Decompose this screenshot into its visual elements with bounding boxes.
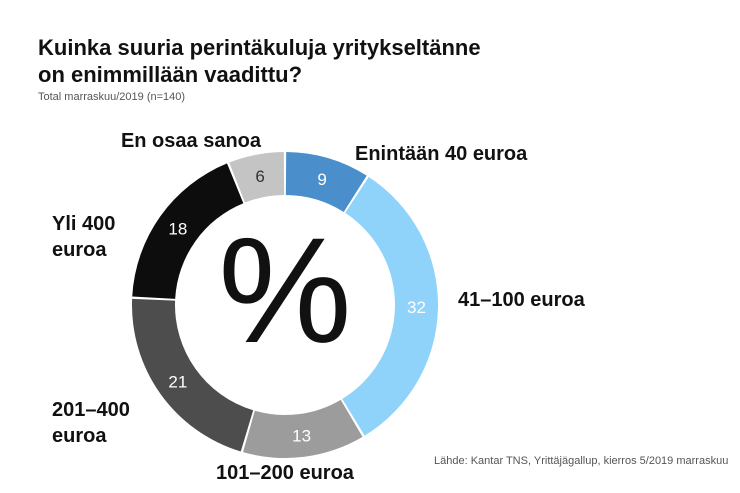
slice-value-4: 21 [168,372,187,391]
slice-value-6: 6 [255,167,264,186]
slice-value-3: 13 [292,426,311,445]
category-label-4: 201–400 euroa [52,399,130,447]
donut-slices [132,152,438,459]
slice-value-5: 18 [168,220,187,239]
category-label-5: Yli 400 euroa [52,213,115,261]
slice-value-2: 32 [407,298,426,317]
chart-title-line-2: on enimmillään vaadittu? [38,62,303,87]
chart-subtitle: Total marraskuu/2019 (n=140) [38,91,186,103]
category-label-1: Enintään 40 euroa [355,143,528,165]
slice-value-1: 9 [317,170,326,189]
donut-slice-6 [229,152,285,203]
category-label-3: 101–200 euroa [216,462,355,484]
category-labels: Enintään 40 euroa 41–100 euroa 101–200 eur… [52,130,586,484]
donut-slice-1 [285,152,367,212]
donut-slice-3 [243,399,363,459]
center-percent-symbol: % [218,206,351,374]
donut-slice-2 [342,176,438,436]
category-label-6: En osaa sanoa [121,130,262,152]
chart-title: Kuinka suuria perintäkuluja yritykseltän… [38,34,598,88]
donut-slice-5 [132,163,244,299]
chart-title-line-1: Kuinka suuria perintäkuluja yritykseltän… [38,35,481,60]
donut-slice-4 [132,298,254,452]
category-label-2: 41–100 euroa [458,289,586,311]
slice-value-labels: 9 32 13 21 18 6 [168,167,426,446]
source-note: Lähde: Kantar TNS, Yrittäjägallup, kierr… [434,455,729,467]
